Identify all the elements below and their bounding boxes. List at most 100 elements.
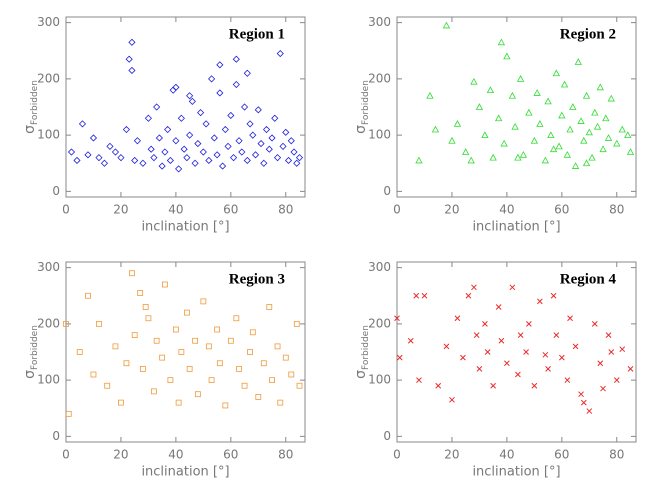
point	[76, 349, 83, 355]
panel: 0 20 40 60 80 0 100 200 300 inclination [°] σForbi…	[22, 260, 306, 480]
point	[186, 365, 193, 372]
point	[78, 120, 87, 128]
point	[247, 349, 253, 355]
point	[563, 150, 571, 158]
x-tick-label: 40	[499, 203, 514, 217]
point	[415, 156, 423, 164]
point	[145, 315, 152, 322]
point	[282, 354, 289, 361]
y-tick-label: 100	[37, 128, 60, 142]
point	[216, 61, 224, 69]
point	[449, 396, 455, 403]
point	[200, 298, 207, 305]
point	[166, 156, 174, 165]
point	[90, 371, 97, 378]
point	[232, 55, 240, 63]
point	[230, 154, 238, 162]
point	[531, 382, 538, 389]
point	[273, 154, 282, 162]
point	[104, 382, 111, 389]
point	[613, 377, 620, 383]
point	[500, 139, 508, 147]
y-axis-subscript: Forbidden	[361, 325, 371, 370]
point	[619, 346, 626, 353]
y-tick-label: 0	[383, 184, 391, 198]
point	[593, 122, 602, 130]
point	[567, 315, 573, 322]
point	[577, 117, 585, 124]
point	[175, 165, 183, 173]
point	[133, 137, 141, 145]
point	[95, 154, 103, 162]
point	[553, 332, 560, 338]
point	[251, 151, 260, 159]
point	[63, 320, 69, 327]
point	[525, 108, 533, 116]
point	[453, 120, 462, 127]
point	[435, 382, 442, 389]
y-axis-label: σForbidden	[353, 325, 371, 379]
point	[262, 125, 271, 134]
point	[396, 354, 403, 361]
point	[514, 153, 522, 161]
x-tick-label: 20	[113, 448, 128, 462]
y-axis-symbol: σ	[353, 125, 369, 134]
point	[249, 131, 257, 139]
point	[503, 52, 511, 60]
point	[515, 371, 521, 378]
panel-title: Region 4	[560, 271, 617, 287]
point	[552, 69, 561, 77]
point	[490, 382, 496, 389]
plot-frame	[396, 16, 637, 198]
point	[618, 125, 626, 133]
point	[202, 120, 210, 128]
point	[117, 154, 125, 162]
point	[183, 154, 191, 162]
point	[84, 151, 92, 159]
panel: 0 20 40 60 80 0 100 200 300 inclination [°] σForbi…	[353, 15, 637, 235]
point	[600, 385, 606, 392]
point	[545, 366, 551, 372]
y-axis-subscript: Forbidden	[30, 80, 40, 125]
point	[607, 94, 615, 102]
point	[150, 154, 158, 162]
point	[118, 399, 124, 406]
point	[599, 145, 607, 153]
point	[494, 114, 503, 122]
x-tick-label: 20	[444, 203, 459, 217]
point	[498, 337, 505, 344]
point	[67, 148, 76, 156]
point	[205, 343, 212, 350]
point	[613, 139, 621, 147]
x-tick-label: 80	[278, 448, 293, 462]
point	[254, 106, 262, 114]
point	[416, 377, 422, 383]
point	[476, 366, 483, 372]
point	[497, 38, 506, 46]
point	[216, 360, 223, 367]
point	[523, 349, 529, 355]
point	[161, 148, 169, 156]
x-tick-label: 40	[499, 448, 514, 462]
y-tick-label: 300	[37, 260, 60, 274]
point	[178, 349, 185, 355]
point	[139, 159, 147, 167]
point	[197, 109, 205, 117]
point	[100, 159, 109, 167]
point	[578, 391, 584, 398]
point	[175, 399, 182, 406]
point	[172, 137, 180, 145]
plot-frame	[65, 261, 306, 443]
y-axis-label: σForbidden	[353, 80, 371, 134]
point	[586, 408, 593, 414]
point	[482, 321, 488, 327]
y-axis-symbol: σ	[22, 125, 38, 134]
point	[183, 309, 190, 316]
point	[591, 321, 598, 327]
point	[122, 125, 131, 134]
point	[569, 103, 577, 110]
point	[235, 137, 243, 145]
point	[213, 151, 221, 159]
point	[277, 399, 284, 406]
point	[421, 292, 428, 299]
